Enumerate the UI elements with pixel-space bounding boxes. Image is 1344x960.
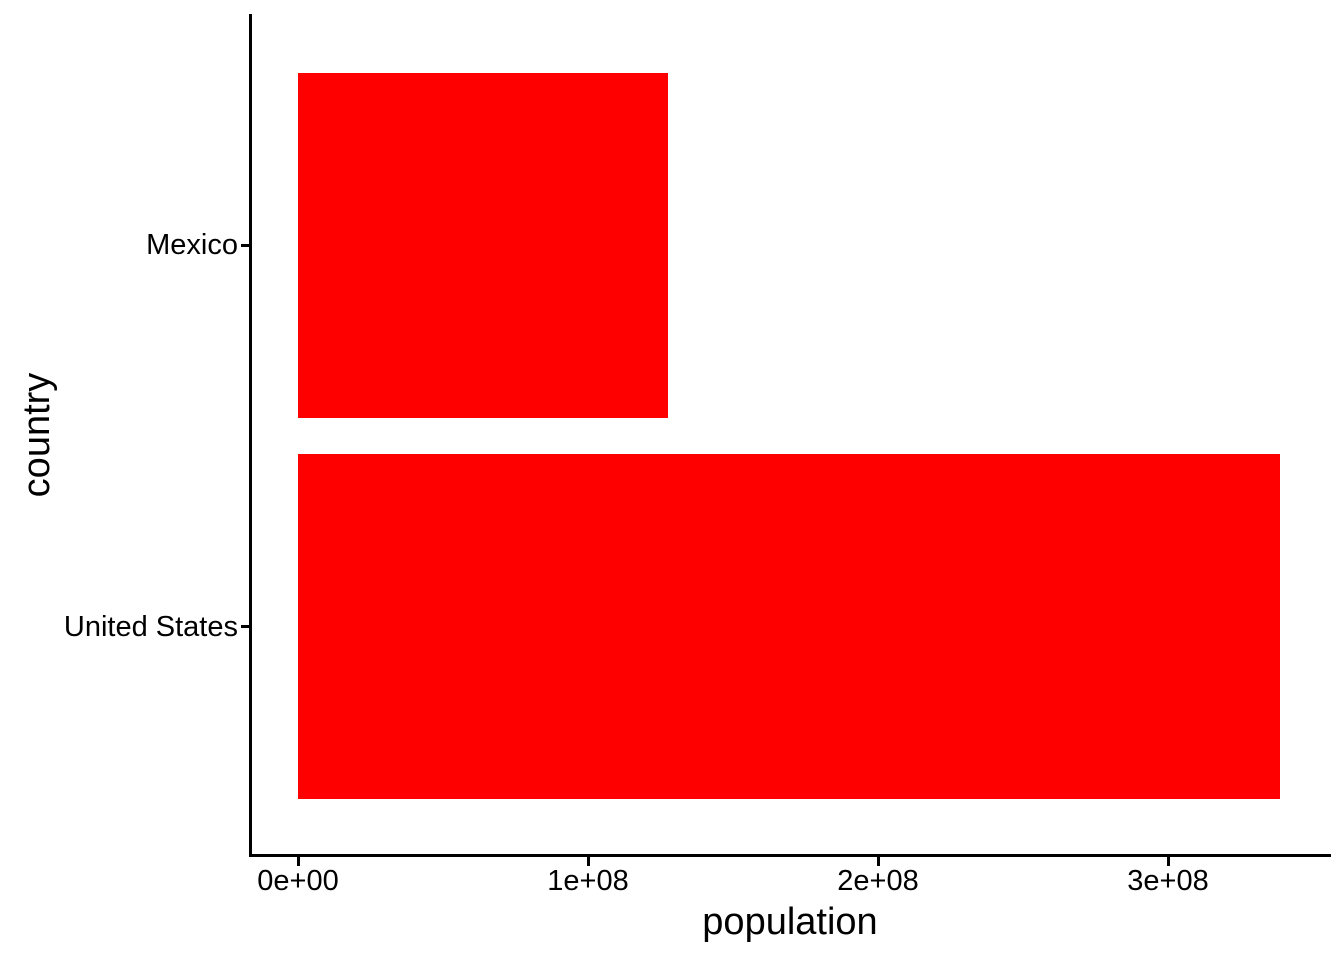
y-tick-united-states — [241, 625, 250, 628]
x-tick-label-3: 3e+08 — [1127, 865, 1209, 897]
x-tick-label-1: 1e+08 — [547, 865, 629, 897]
y-tick-label-united-states: United States — [63, 611, 238, 643]
bar-mexico — [298, 73, 668, 418]
y-tick-label-mexico: Mexico — [146, 229, 238, 261]
y-tick-mexico — [241, 244, 250, 247]
x-tick-1 — [587, 857, 590, 866]
x-tick-label-2: 2e+08 — [837, 865, 919, 897]
x-tick-2 — [877, 857, 880, 866]
x-axis-line — [249, 854, 1331, 857]
x-tick-label-0: 0e+00 — [257, 865, 339, 897]
x-axis-title: population — [702, 901, 878, 943]
x-tick-3 — [1167, 857, 1170, 866]
bar-united-states — [298, 454, 1280, 799]
y-axis-line — [249, 14, 252, 857]
y-axis-title: country — [16, 372, 58, 498]
x-tick-0 — [297, 857, 300, 866]
